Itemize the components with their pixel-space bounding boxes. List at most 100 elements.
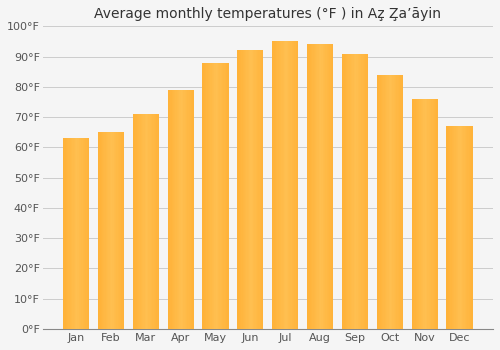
Bar <box>176 90 177 329</box>
Bar <box>108 132 110 329</box>
Bar <box>210 63 212 329</box>
Bar <box>378 75 380 329</box>
Bar <box>278 41 280 329</box>
Bar <box>190 90 191 329</box>
Bar <box>435 99 436 329</box>
Bar <box>143 114 144 329</box>
Bar <box>314 44 315 329</box>
Bar <box>436 99 438 329</box>
Bar <box>275 41 276 329</box>
Bar <box>434 99 435 329</box>
Bar <box>276 41 278 329</box>
Bar <box>111 132 112 329</box>
Bar <box>456 126 457 329</box>
Bar <box>402 75 403 329</box>
Bar <box>468 126 470 329</box>
Bar <box>79 138 80 329</box>
Bar <box>394 75 395 329</box>
Bar <box>154 114 155 329</box>
Bar <box>114 132 115 329</box>
Bar <box>322 44 324 329</box>
Bar <box>224 63 226 329</box>
Bar <box>342 54 343 329</box>
Bar <box>88 138 89 329</box>
Bar <box>220 63 221 329</box>
Bar <box>319 44 320 329</box>
Bar <box>342 54 368 329</box>
Bar <box>382 75 384 329</box>
Bar <box>246 50 248 329</box>
Bar <box>431 99 432 329</box>
Title: Average monthly temperatures (°F ) in Az̧ Z̧aʼāyin: Average monthly temperatures (°F ) in Az… <box>94 7 442 21</box>
Bar <box>252 50 253 329</box>
Bar <box>184 90 186 329</box>
Bar <box>420 99 422 329</box>
Bar <box>63 138 64 329</box>
Bar <box>312 44 314 329</box>
Bar <box>168 90 194 329</box>
Bar <box>355 54 356 329</box>
Bar <box>260 50 261 329</box>
Bar <box>307 44 333 329</box>
Bar <box>257 50 258 329</box>
Bar <box>454 126 456 329</box>
Bar <box>136 114 138 329</box>
Bar <box>253 50 254 329</box>
Bar <box>120 132 122 329</box>
Bar <box>67 138 68 329</box>
Bar <box>188 90 190 329</box>
Bar <box>363 54 364 329</box>
Bar <box>332 44 333 329</box>
Bar <box>122 132 123 329</box>
Bar <box>446 126 448 329</box>
Bar <box>256 50 257 329</box>
Bar <box>76 138 78 329</box>
Bar <box>344 54 346 329</box>
Bar <box>68 138 70 329</box>
Bar <box>205 63 206 329</box>
Bar <box>384 75 386 329</box>
Bar <box>310 44 311 329</box>
Bar <box>238 50 240 329</box>
Bar <box>106 132 107 329</box>
Bar <box>293 41 294 329</box>
Bar <box>458 126 460 329</box>
Bar <box>347 54 348 329</box>
Bar <box>240 50 242 329</box>
Bar <box>307 44 308 329</box>
Bar <box>324 44 326 329</box>
Bar <box>417 99 418 329</box>
Bar <box>100 132 102 329</box>
Bar <box>250 50 252 329</box>
Bar <box>296 41 297 329</box>
Bar <box>168 90 169 329</box>
Bar <box>274 41 275 329</box>
Bar <box>249 50 250 329</box>
Bar <box>470 126 472 329</box>
Bar <box>170 90 172 329</box>
Bar <box>152 114 154 329</box>
Bar <box>308 44 310 329</box>
Bar <box>356 54 358 329</box>
Bar <box>413 99 414 329</box>
Bar <box>209 63 210 329</box>
Bar <box>318 44 319 329</box>
Bar <box>430 99 431 329</box>
Bar <box>262 50 264 329</box>
Bar <box>254 50 256 329</box>
Bar <box>208 63 209 329</box>
Bar <box>272 41 274 329</box>
Bar <box>118 132 119 329</box>
Bar <box>75 138 76 329</box>
Bar <box>446 126 472 329</box>
Bar <box>78 138 79 329</box>
Bar <box>172 90 173 329</box>
Bar <box>156 114 158 329</box>
Bar <box>66 138 67 329</box>
Bar <box>245 50 246 329</box>
Bar <box>457 126 458 329</box>
Bar <box>216 63 217 329</box>
Bar <box>155 114 156 329</box>
Bar <box>123 132 124 329</box>
Bar <box>98 132 99 329</box>
